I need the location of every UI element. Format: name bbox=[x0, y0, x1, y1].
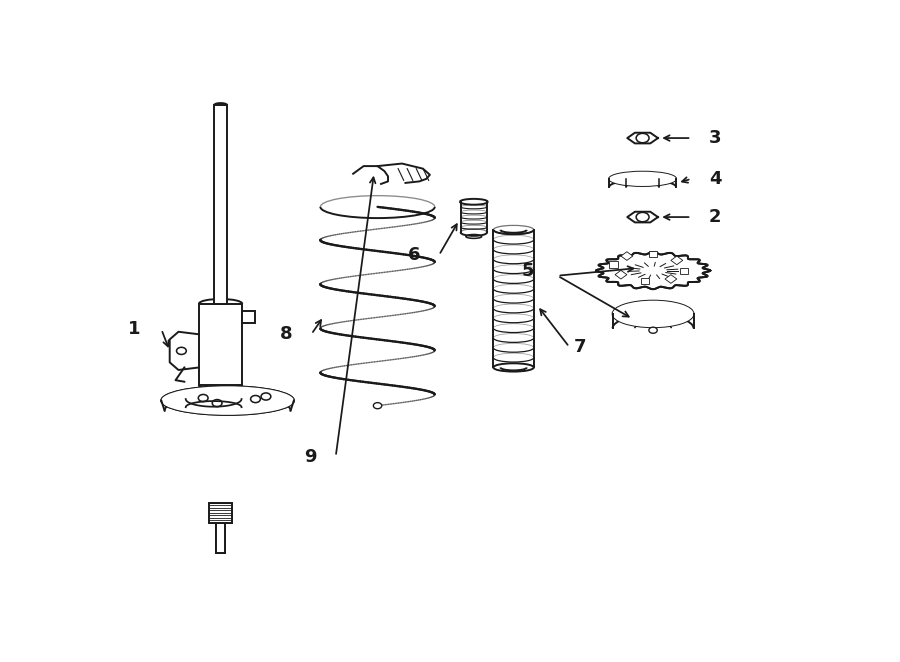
Bar bbox=[214, 105, 227, 304]
Ellipse shape bbox=[609, 171, 676, 186]
Circle shape bbox=[198, 395, 208, 402]
Text: 1: 1 bbox=[128, 320, 140, 338]
Circle shape bbox=[636, 133, 649, 143]
Text: 8: 8 bbox=[280, 325, 292, 344]
Circle shape bbox=[649, 327, 657, 333]
Bar bbox=[242, 311, 255, 322]
Circle shape bbox=[636, 213, 649, 222]
Bar bbox=[621, 252, 633, 260]
Circle shape bbox=[212, 400, 222, 406]
Text: 9: 9 bbox=[304, 448, 317, 465]
Bar bbox=[670, 256, 683, 265]
Bar bbox=[210, 502, 232, 523]
Circle shape bbox=[261, 393, 271, 400]
Bar bbox=[216, 518, 226, 553]
Bar bbox=[615, 270, 627, 279]
Text: 4: 4 bbox=[709, 170, 722, 188]
Text: 5: 5 bbox=[522, 261, 535, 279]
Text: 3: 3 bbox=[709, 129, 722, 147]
Bar bbox=[199, 304, 242, 385]
Text: 2: 2 bbox=[709, 208, 722, 226]
Bar bbox=[649, 252, 657, 258]
Circle shape bbox=[374, 402, 382, 408]
Bar bbox=[665, 275, 677, 283]
Bar bbox=[216, 518, 226, 553]
Circle shape bbox=[250, 395, 260, 402]
Ellipse shape bbox=[613, 301, 694, 327]
Text: 7: 7 bbox=[574, 338, 587, 356]
Bar bbox=[680, 267, 688, 273]
Ellipse shape bbox=[161, 387, 293, 415]
Circle shape bbox=[176, 348, 186, 354]
Bar bbox=[609, 261, 617, 267]
Bar bbox=[641, 277, 649, 284]
Text: 6: 6 bbox=[409, 246, 421, 264]
Ellipse shape bbox=[596, 252, 710, 289]
